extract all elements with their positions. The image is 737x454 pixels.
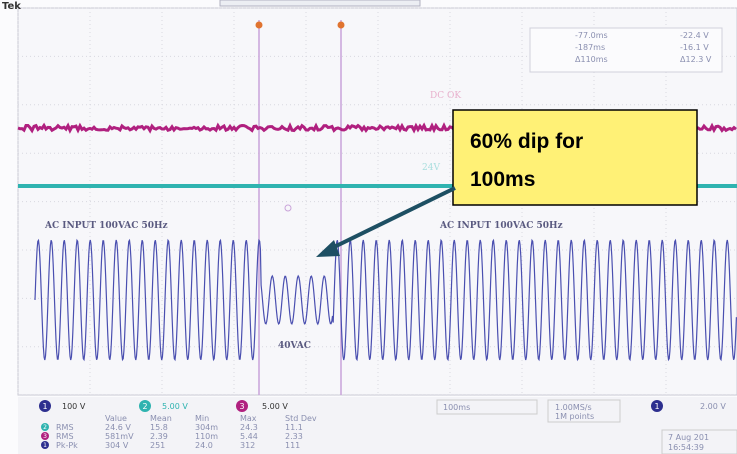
table-cell: 111 [285, 441, 300, 450]
trace-label: 40VAC [278, 341, 311, 351]
trace-label: AC INPUT 100VAC 50Hz [439, 221, 563, 231]
sample-rate: 1.00MS/s [555, 403, 592, 412]
table-header: Mean [150, 414, 172, 423]
callout-text: 100ms [470, 168, 535, 191]
table-cell: 304 V [105, 441, 129, 450]
readout: -16.1 V [680, 43, 709, 52]
table-cell: 251 [150, 441, 165, 450]
measure-type: Pk-Pk [56, 441, 78, 450]
trigger-source: 1 [654, 402, 659, 411]
table-header: Max [240, 414, 257, 423]
channel-number: 1 [43, 442, 47, 449]
measure-type: RMS [56, 423, 74, 432]
channel-scale: 5.00 V [162, 402, 188, 411]
readout: -22.4 V [680, 31, 709, 40]
readout: -187ms [575, 43, 605, 52]
trigger-level: 2.00 V [700, 402, 726, 411]
table-cell: 11.1 [285, 423, 303, 432]
trace-label: DC OK [430, 91, 461, 101]
table-header: Std Dev [285, 414, 317, 423]
table-cell: 110m [195, 432, 218, 441]
table-cell: 5.44 [240, 432, 258, 441]
record-bar [220, 0, 420, 6]
table-cell: 312 [240, 441, 255, 450]
table-cell: 15.8 [150, 423, 168, 432]
readout: Δ12.3 V [680, 55, 712, 64]
channel-number: 3 [43, 433, 47, 440]
table-cell: 2.39 [150, 432, 168, 441]
trace-label: 24V [422, 163, 440, 173]
timebase: 100ms [443, 403, 470, 412]
date: 7 Aug 201 [668, 433, 709, 442]
trace-label: AC INPUT 100VAC 50Hz [44, 221, 168, 231]
channel-number: 3 [239, 402, 244, 411]
table-cell: 24.0 [195, 441, 213, 450]
cursor-marker [338, 22, 345, 29]
brand: Tek [2, 1, 21, 12]
table-cell: 581mV [105, 432, 134, 441]
channel-scale: 100 V [62, 402, 86, 411]
record-length: 1M points [555, 412, 594, 421]
channel-number: 2 [142, 402, 147, 411]
callout-text: 60% dip for [470, 130, 583, 153]
table-cell: 304m [195, 423, 218, 432]
channel-number: 1 [42, 402, 47, 411]
cursor-marker [256, 22, 263, 29]
time: 16:54:39 [668, 443, 704, 452]
table-cell: 24.6 V [105, 423, 131, 432]
scope-screenshot: Tek DC OK 24V AC INPUT 100VAC 50Hz AC IN… [0, 0, 737, 454]
channel-scale: 5.00 V [262, 402, 288, 411]
readout: Δ110ms [575, 55, 608, 64]
table-header: Value [105, 414, 127, 423]
channel-number: 2 [43, 424, 47, 431]
table-cell: 2.33 [285, 432, 303, 441]
table-cell: 24.3 [240, 423, 258, 432]
readout: -77.0ms [575, 31, 608, 40]
table-header: Min [195, 414, 209, 423]
measure-type: RMS [56, 432, 74, 441]
